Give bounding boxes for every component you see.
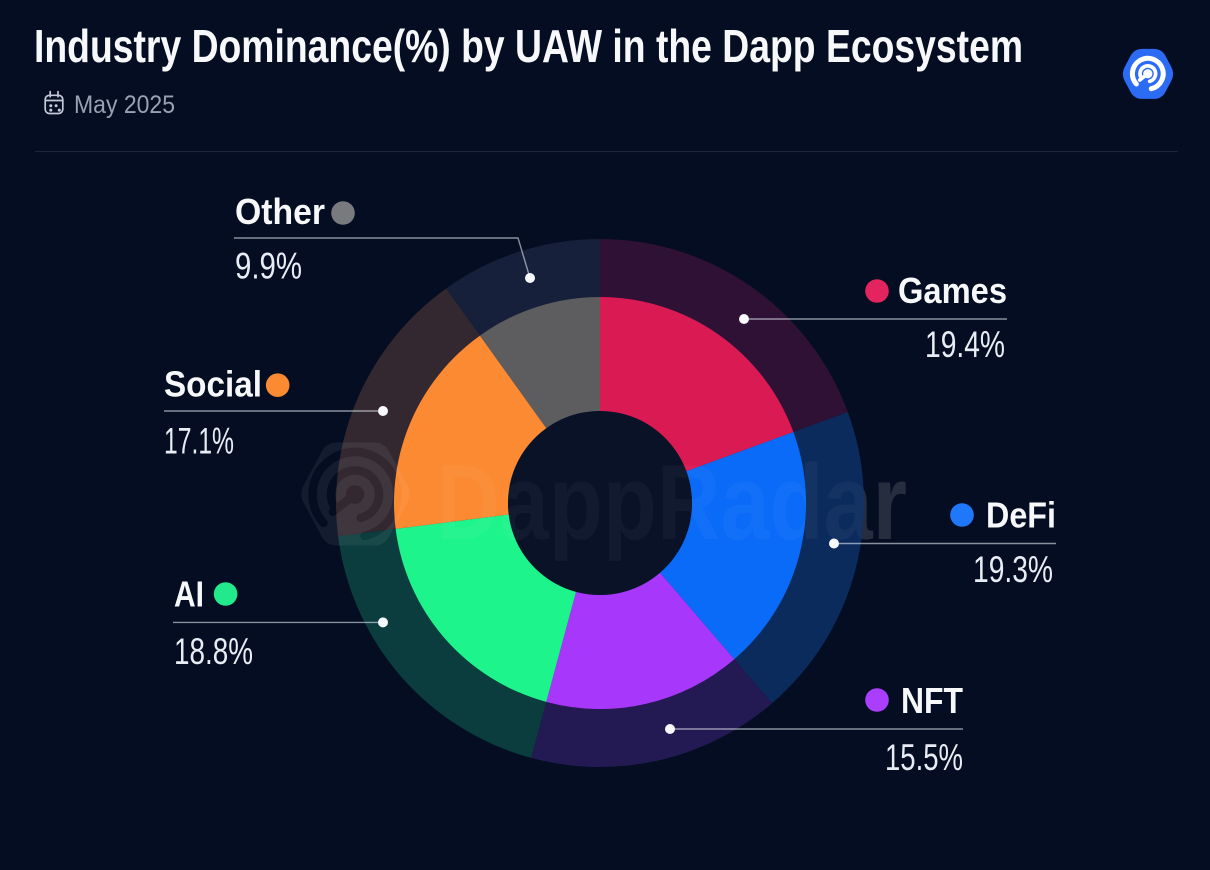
svg-text:15.5%: 15.5% xyxy=(885,737,963,778)
svg-text:AI: AI xyxy=(174,574,204,615)
svg-text:DeFi: DeFi xyxy=(986,495,1056,536)
svg-text:NFT: NFT xyxy=(901,680,963,721)
svg-text:19.4%: 19.4% xyxy=(925,324,1005,365)
svg-text:May 2025: May 2025 xyxy=(74,91,175,119)
svg-text:9.9%: 9.9% xyxy=(235,246,302,287)
svg-text:Games: Games xyxy=(898,270,1007,311)
svg-text:18.8%: 18.8% xyxy=(174,631,253,672)
svg-text:Industry Dominance(%) by UAW i: Industry Dominance(%) by UAW in the Dapp… xyxy=(34,20,1023,72)
svg-text:Social: Social xyxy=(164,364,262,405)
svg-text:17.1%: 17.1% xyxy=(164,421,234,462)
svg-text:19.3%: 19.3% xyxy=(973,549,1053,590)
svg-text:Other: Other xyxy=(235,191,325,232)
